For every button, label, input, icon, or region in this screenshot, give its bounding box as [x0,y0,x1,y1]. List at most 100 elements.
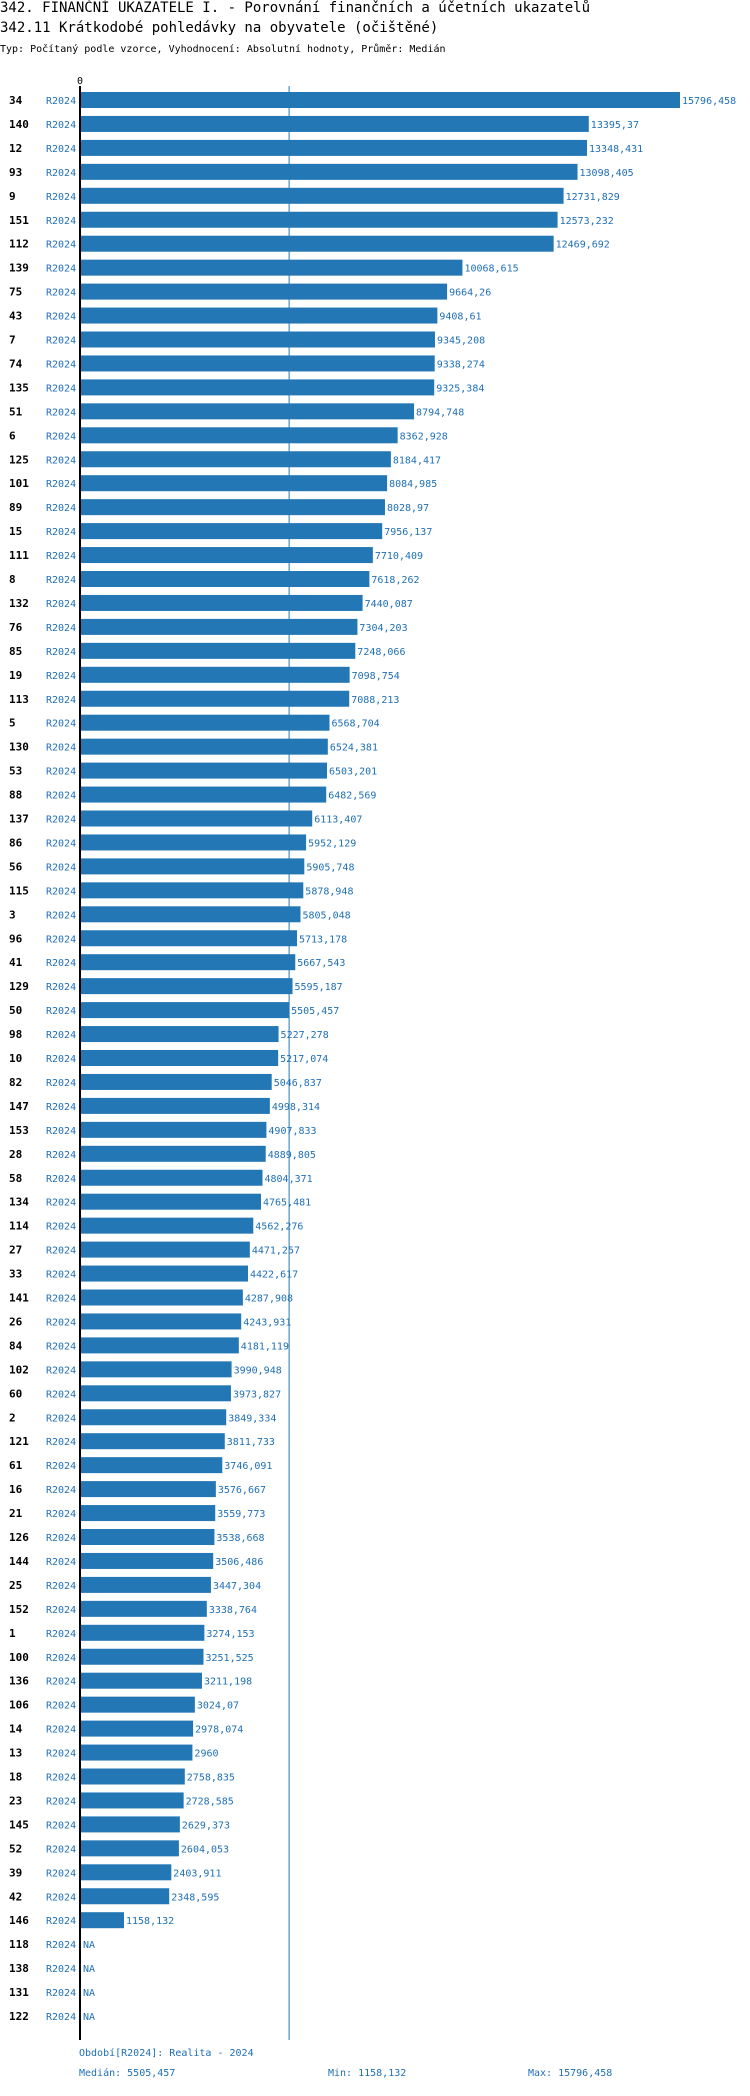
data-bar [80,882,304,899]
data-label: 8362,928 [400,431,448,442]
data-bar [80,1337,239,1354]
data-label: 8184,417 [393,455,441,466]
row-id-label: 130 [9,741,29,754]
row-id-label: 145 [9,1818,29,1831]
row-id-label: 27 [9,1244,22,1257]
data-label: 3274,153 [206,1629,254,1640]
data-label: 8794,748 [416,407,464,418]
data-label: 4422,617 [250,1270,298,1281]
row-id-label: 39 [9,1866,22,1879]
data-label: 5713,178 [299,934,347,945]
row-period-label: R2024 [46,216,76,227]
data-bar [80,379,435,396]
row-id-label: 6 [9,429,16,442]
data-label: 7248,066 [357,647,405,658]
row-period-label: R2024 [46,1365,76,1376]
data-label: 7618,262 [371,575,419,586]
data-bar [80,1696,195,1713]
data-label: 7710,409 [375,551,423,562]
data-label: 5667,543 [297,958,345,969]
row-id-label: 13 [9,1747,22,1760]
row-period-label: R2024 [46,431,76,442]
row-period-label: R2024 [46,1916,76,1927]
data-label: 2978,074 [195,1725,243,1736]
row-id-label: 136 [9,1675,29,1688]
row-id-label: 134 [9,1196,29,1209]
data-bar [80,618,358,635]
data-label: 2403,911 [173,1868,221,1879]
data-bar [80,786,327,803]
row-id-label: 8 [9,573,16,586]
data-label: 9664,26 [449,288,491,299]
data-label: 12731,829 [566,192,620,203]
row-id-label: 88 [9,789,22,802]
row-id-label: 144 [9,1555,29,1568]
row-id-label: 100 [9,1651,29,1664]
row-period-label: R2024 [46,719,76,730]
row-id-label: 58 [9,1172,22,1185]
data-label: 3211,198 [204,1677,252,1688]
row-period-label: R2024 [46,958,76,969]
data-label: 4804,371 [264,1174,312,1185]
row-period-label: R2024 [46,1198,76,1209]
data-bar [80,355,435,372]
row-id-label: 89 [9,501,22,514]
data-bar [80,1169,263,1186]
data-label: 6524,381 [330,743,378,754]
data-label: 4765,481 [263,1198,311,1209]
row-period-label: R2024 [46,767,76,778]
data-bar [80,1241,250,1258]
row-period-label: R2024 [46,2012,76,2023]
row-period-label: R2024 [46,886,76,897]
row-period-label: R2024 [46,1150,76,1161]
row-period-label: R2024 [46,1653,76,1664]
row-id-label: 152 [9,1603,29,1616]
data-label: 3251,525 [206,1653,254,1664]
data-bar [80,666,350,683]
data-bar [80,1385,231,1402]
row-period-label: R2024 [46,1820,76,1831]
row-id-label: 15 [9,525,22,538]
row-id-label: 25 [9,1579,22,1592]
row-id-label: 60 [9,1387,22,1400]
row-id-label: 135 [9,381,29,394]
data-bar [80,1672,202,1689]
data-label: 6568,704 [332,719,380,730]
max-footer: Max: 15796,458 [528,2068,613,2079]
data-label: 7440,087 [365,599,413,610]
row-id-label: 111 [9,549,29,562]
row-id-label: 19 [9,669,22,682]
data-label: 5505,457 [291,1006,339,1017]
data-label: 7304,203 [359,623,407,634]
data-bar [80,307,438,324]
row-period-label: R2024 [46,1485,76,1496]
row-id-label: 126 [9,1531,29,1544]
row-period-label: R2024 [46,1773,76,1784]
period-footer: Období[R2024]: Realita - 2024 [79,2048,254,2059]
data-bar [80,1600,207,1617]
data-bar [80,235,554,252]
data-label: 8028,97 [387,503,429,514]
data-bar [80,331,435,348]
data-bar [80,978,293,995]
page-title: 342. FINANČNÍ UKAZATELE I. - Porovnání f… [0,0,591,16]
data-bar [80,1026,279,1043]
row-period-label: R2024 [46,1796,76,1807]
data-label: 4907,833 [268,1126,316,1137]
data-label: 2604,053 [181,1844,229,1855]
row-id-label: 147 [9,1100,29,1113]
data-label: 5217,074 [280,1054,328,1065]
data-label: 4471,257 [252,1246,300,1257]
data-label: NA [83,2012,95,2023]
row-period-label: R2024 [46,1078,76,1089]
data-bar [80,1361,232,1378]
row-period-label: R2024 [46,168,76,179]
row-id-label: 118 [9,1938,29,1951]
data-bar [80,403,415,420]
zero-tick-label: 0 [77,76,83,87]
data-label: 3746,091 [224,1461,272,1472]
row-period-label: R2024 [46,1533,76,1544]
row-id-label: 9 [9,190,16,203]
data-label: 3024,07 [197,1701,239,1712]
row-id-label: 43 [9,310,22,323]
